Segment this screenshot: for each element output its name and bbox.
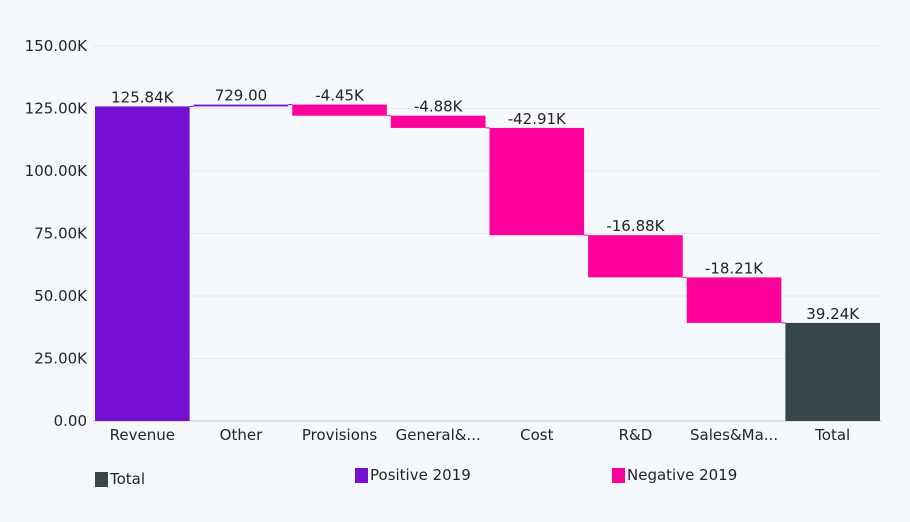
x-tick-label: Other xyxy=(220,426,263,444)
data-label: 39.24K xyxy=(806,305,860,323)
y-tick-label: 25.00K xyxy=(34,350,88,368)
connectors xyxy=(189,104,786,324)
y-tick-label: 75.00K xyxy=(34,225,88,243)
data-label: -4.88K xyxy=(414,98,464,116)
bar-negative xyxy=(489,127,585,236)
y-tick-label: 100.00K xyxy=(25,162,88,180)
gridlines xyxy=(93,45,882,422)
legend-label-negative: Negative 2019 xyxy=(627,466,738,484)
x-axis: Revenue Other Provisions General&... Cost R&D… xyxy=(110,426,851,444)
legend-label-positive: Positive 2019 xyxy=(370,466,471,484)
x-tick-label: Revenue xyxy=(110,426,175,444)
legend-label-total: Total xyxy=(110,470,146,488)
y-tick-label: 50.00K xyxy=(34,287,88,305)
data-label: -18.21K xyxy=(705,259,764,277)
legend-item-total[interactable]: Total xyxy=(95,466,145,488)
data-label: -42.91K xyxy=(508,110,567,128)
bar-negative xyxy=(292,104,387,116)
data-label: 729.00 xyxy=(215,87,268,105)
legend-swatch-negative xyxy=(612,467,625,483)
x-tick-label: Total xyxy=(814,426,850,444)
x-tick-label: General&... xyxy=(396,426,481,444)
y-tick-label: 150.00K xyxy=(25,37,88,55)
legend-swatch-total xyxy=(95,471,108,487)
bar-positive xyxy=(95,106,190,422)
legend-swatch-positive xyxy=(355,467,368,483)
bar-positive xyxy=(193,104,289,107)
x-tick-label: Sales&Ma... xyxy=(690,426,778,444)
legend-item-positive[interactable]: Positive 2019 xyxy=(355,466,471,484)
bars xyxy=(95,104,880,422)
data-label: -16.88K xyxy=(606,217,665,235)
data-labels: 125.84K 729.00 -4.45K -4.88K -42.91K -16.88K -… xyxy=(111,87,860,323)
x-tick-label: Cost xyxy=(520,426,553,444)
bar-total xyxy=(785,322,880,421)
legend-item-negative[interactable]: Negative 2019 xyxy=(612,466,737,484)
bar-negative xyxy=(390,115,486,128)
y-tick-label: 0.00 xyxy=(54,412,87,430)
data-label: -4.45K xyxy=(315,87,365,105)
x-tick-label: R&D xyxy=(619,426,653,444)
bar-negative xyxy=(588,235,683,278)
bar-negative xyxy=(686,277,782,323)
data-label: 125.84K xyxy=(111,88,174,106)
y-tick-label: 125.00K xyxy=(25,100,88,118)
waterfall-chart: 0.00 25.00K 50.00K 75.00K 100.00K 125.00K 150.… xyxy=(25,37,882,444)
x-tick-label: Provisions xyxy=(302,426,378,444)
y-axis: 0.00 25.00K 50.00K 75.00K 100.00K 125.00K 150.… xyxy=(25,37,88,430)
